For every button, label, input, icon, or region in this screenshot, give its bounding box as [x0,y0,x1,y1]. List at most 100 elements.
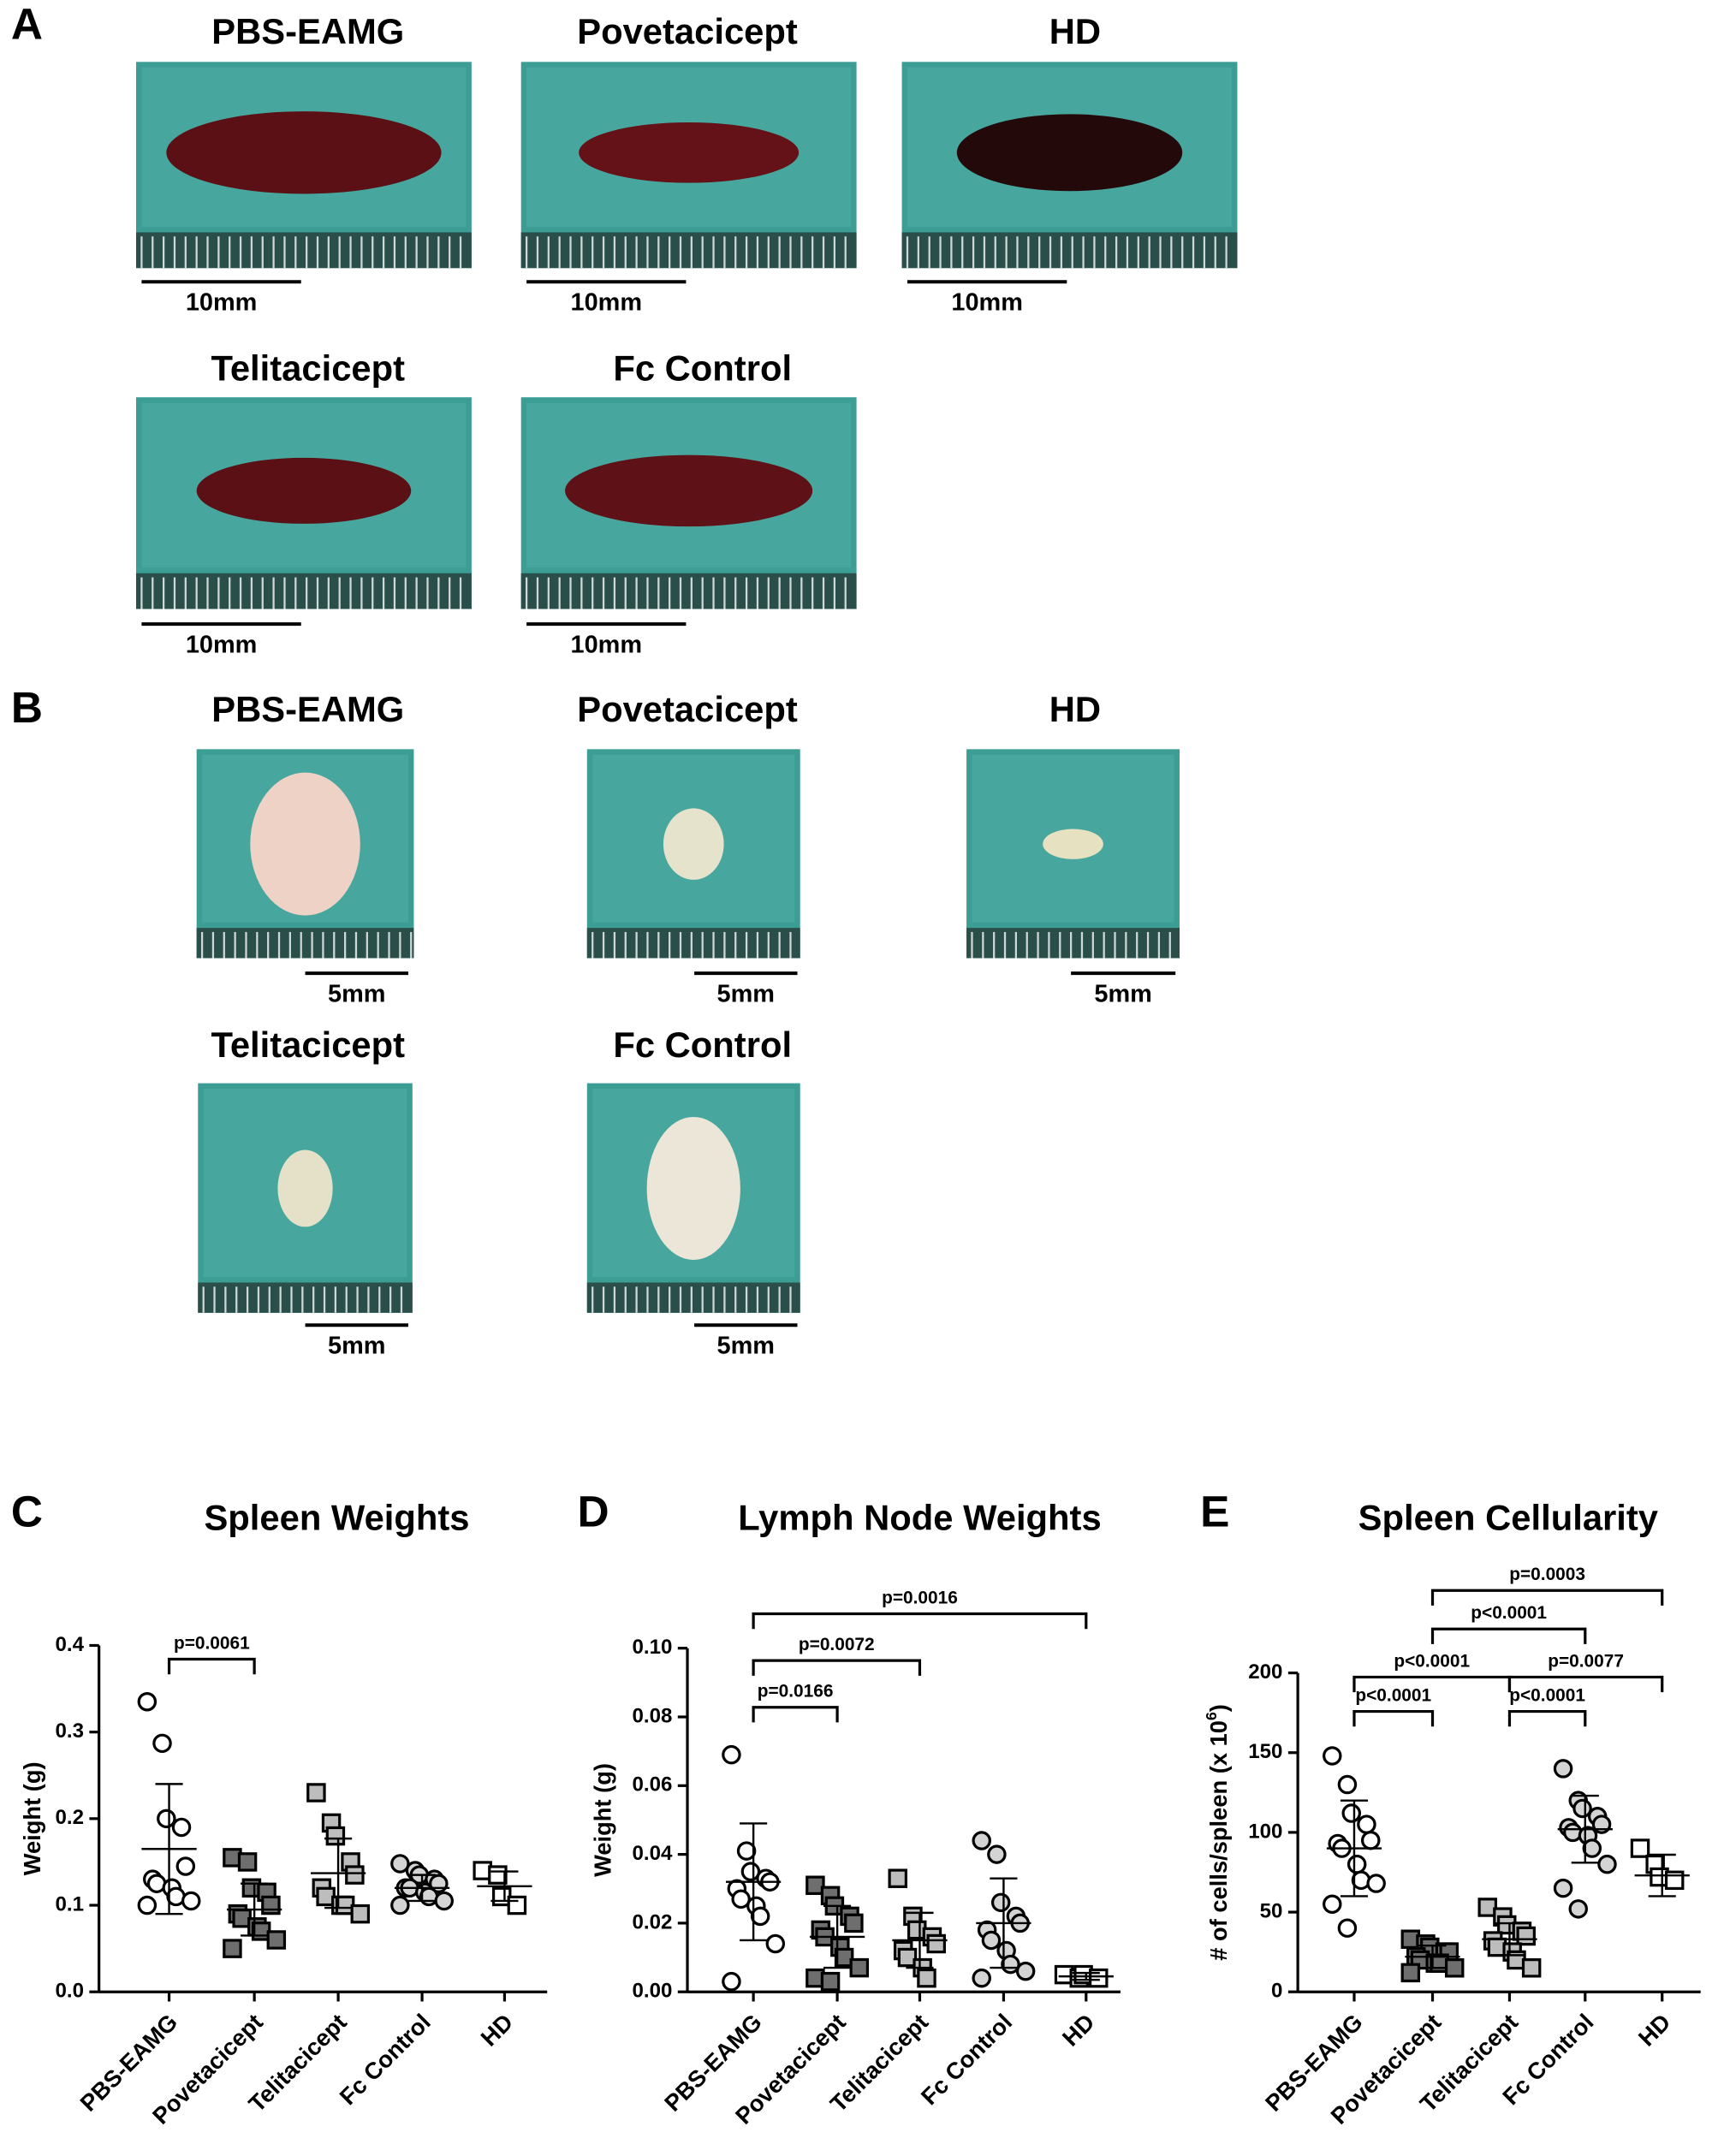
data-point [306,1783,326,1803]
data-point [237,1852,258,1872]
data-point [350,1904,371,1924]
data-point [844,1913,864,1933]
data-point [990,1892,1011,1913]
y-axis-label-part: ) [1205,1704,1232,1712]
data-point [137,1895,158,1915]
data-point [981,1930,1002,1951]
significance-bracket [752,1612,1088,1630]
scale-label: 10mm [571,289,643,317]
photo-title: Fc Control [613,348,792,389]
data-point [1015,1961,1036,1981]
data-point [507,1895,527,1915]
p-value: p=0.0077 [1548,1651,1624,1671]
data-point [972,1968,991,1988]
data-point [740,1862,761,1881]
data-point [1553,1759,1573,1779]
data-point [1347,1854,1367,1874]
p-value: p=0.0003 [1509,1565,1585,1584]
photo-title: HD [1049,689,1101,729]
data-point [171,1817,192,1838]
data-point [175,1856,196,1876]
ruler [586,928,800,959]
panel-letter: D [578,1486,609,1535]
photo-title: Fc Control [613,1025,792,1065]
y-tick-label: 0.02 [632,1910,672,1933]
p-value: p=0.0061 [174,1633,250,1653]
data-point [1323,1746,1342,1766]
y-axis-label-part: Weight (g) [590,1763,616,1877]
y-axis-label: # of cells/spleen (x 106) [1203,1704,1233,1961]
data-point [1337,1918,1358,1938]
data-point [1351,1870,1371,1891]
data-point [345,1865,365,1885]
y-tick-label: 50 [1260,1899,1283,1922]
data-point [266,1930,287,1950]
data-point [1563,1822,1583,1843]
p-value: p=0.0016 [882,1588,958,1607]
data-point [152,1733,172,1754]
significance-bracket [1507,1675,1664,1693]
data-point [750,1906,770,1927]
x-tick-label: HD [1633,2009,1676,2052]
scale-label: 5mm [328,980,385,1007]
photo-title: Povetacicept [577,689,798,729]
data-point [1568,1899,1588,1919]
y-tick-label: 0.08 [632,1704,672,1727]
panel-letter: C [11,1486,43,1535]
data-point [722,1971,741,1992]
x-tick-label: HD [475,2009,518,2052]
scale-label: 5mm [328,1333,385,1360]
ruler [586,1282,800,1313]
data-point [888,1868,907,1888]
x-tick-label: Fc Control [334,2009,435,2110]
data-point [1553,1878,1573,1898]
y-tick-label: 0.0 [55,1980,83,2003]
data-point [722,1744,741,1765]
data-point [1323,1894,1342,1914]
ruler [966,928,1180,959]
data-point [157,1809,176,1829]
y-axis-label-part: Weight (g) [19,1761,45,1875]
scale-label: 5mm [717,980,775,1007]
organ [250,772,360,916]
scale-label: 10mm [186,289,258,317]
data-point [434,1891,454,1911]
y-axis-label: Weight (g) [590,1763,616,1877]
organ [646,1116,740,1260]
significance-bracket [167,1657,256,1675]
ruler [196,928,414,959]
significance-bracket [1507,1709,1587,1727]
organ [579,122,800,183]
x-tick-label: HD [1057,2009,1100,2052]
data-point [897,1947,918,1968]
data-point [736,1841,757,1861]
p-value: p<0.0001 [1355,1685,1431,1705]
data-point [1357,1814,1376,1834]
data-point [987,1844,1007,1864]
data-point [926,1933,946,1954]
data-point [261,1895,281,1915]
p-value: p<0.0001 [1394,1651,1470,1671]
y-tick-label: 0.4 [55,1633,84,1656]
data-point [1400,1963,1421,1983]
significance-bracket [1352,1709,1435,1727]
data-point [137,1692,158,1712]
data-point [223,1939,242,1958]
organ [196,457,412,524]
photo-title: HD [1049,11,1101,51]
photo-title: Telitacicept [211,348,405,389]
significance-bracket [1430,1627,1587,1644]
chart-title: Spleen Weights [204,1497,469,1537]
y-axis-label: Weight (g) [19,1761,45,1875]
panel-letter: A [11,0,43,49]
data-point [1521,1958,1542,1978]
y-axis-label-part: 6 [1203,1712,1220,1720]
data-point [917,1968,936,1988]
photo-title: PBS-EAMG [211,11,404,51]
organ [663,808,724,880]
y-tick-label: 0.06 [632,1773,672,1797]
chart-title: Spleen Cellularity [1358,1497,1658,1537]
chart-title: Lymph Node Weights [738,1497,1101,1537]
panel-letter: B [11,682,43,732]
